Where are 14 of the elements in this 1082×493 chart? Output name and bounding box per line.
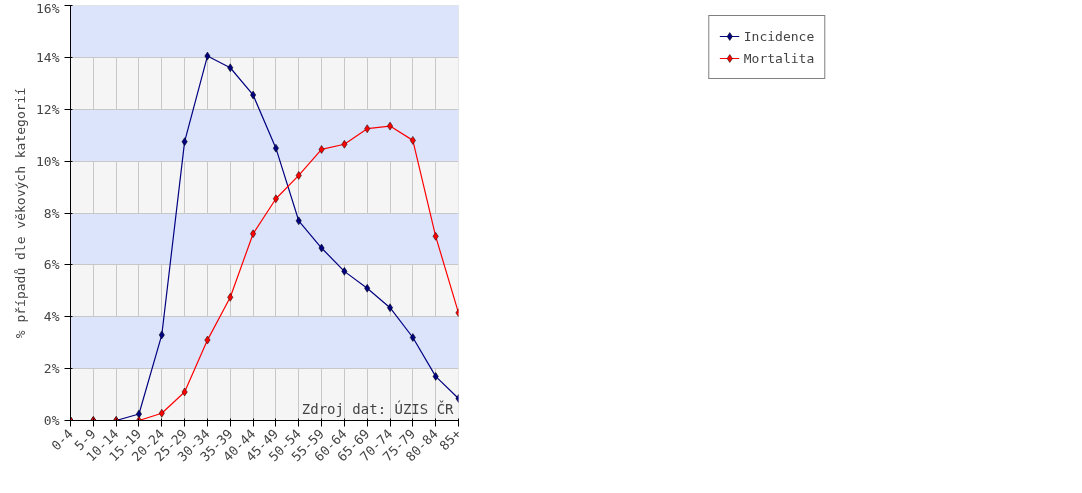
x-tick-label: 85+ [436,426,464,454]
y-tick-label: 14% [36,49,60,65]
y-tick-label: 8% [43,205,60,221]
legend-label: Mortalita [743,50,815,66]
y-tick-label: 4% [43,309,60,325]
y-tick-label: 10% [36,153,60,169]
y-tick-label: 16% [36,0,60,16]
y-tick-label: 2% [43,361,60,377]
legend-label: Incidence [743,28,815,44]
y-tick-label: 6% [43,257,60,273]
y-tick-label: 0% [43,413,60,428]
y-tick-label: 12% [36,101,60,117]
y-axis-title: % případů dle věkových kategorií [13,87,29,339]
annotation: Zdroj dat: ÚZIS ČR [301,399,455,417]
